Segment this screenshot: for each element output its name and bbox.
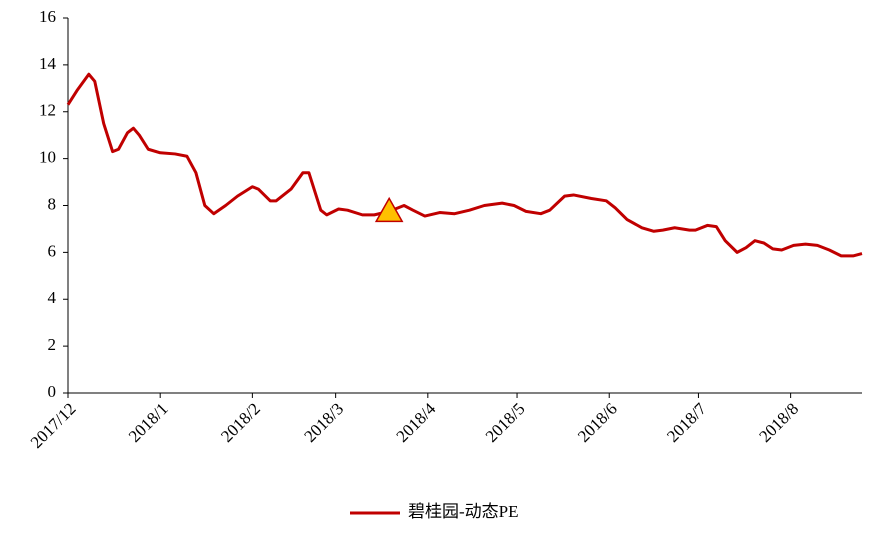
highlight-marker xyxy=(374,196,404,223)
y-tick-label: 16 xyxy=(39,7,56,26)
x-tick-label: 2018/4 xyxy=(393,399,440,446)
x-tick-label: 2018/8 xyxy=(755,399,802,446)
legend-label: 碧桂园-动态PE xyxy=(408,502,519,521)
y-tick-label: 4 xyxy=(48,288,57,307)
x-tick-label: 2017/12 xyxy=(27,399,80,452)
x-tick-label: 2018/1 xyxy=(125,399,172,446)
y-tick-label: 10 xyxy=(39,148,56,167)
y-tick-label: 14 xyxy=(39,54,57,73)
x-tick-label: 2018/5 xyxy=(482,399,529,446)
x-tick-label: 2018/6 xyxy=(574,399,621,446)
y-tick-label: 6 xyxy=(48,241,57,260)
x-tick-label: 2018/2 xyxy=(217,399,264,446)
y-tick-label: 12 xyxy=(39,101,56,120)
y-tick-label: 0 xyxy=(48,382,57,401)
data-line xyxy=(66,72,863,258)
x-tick-label: 2018/3 xyxy=(300,399,347,446)
y-tick-label: 8 xyxy=(48,194,57,213)
x-tick-label: 2018/7 xyxy=(663,399,710,446)
y-tick-label: 2 xyxy=(48,335,57,354)
